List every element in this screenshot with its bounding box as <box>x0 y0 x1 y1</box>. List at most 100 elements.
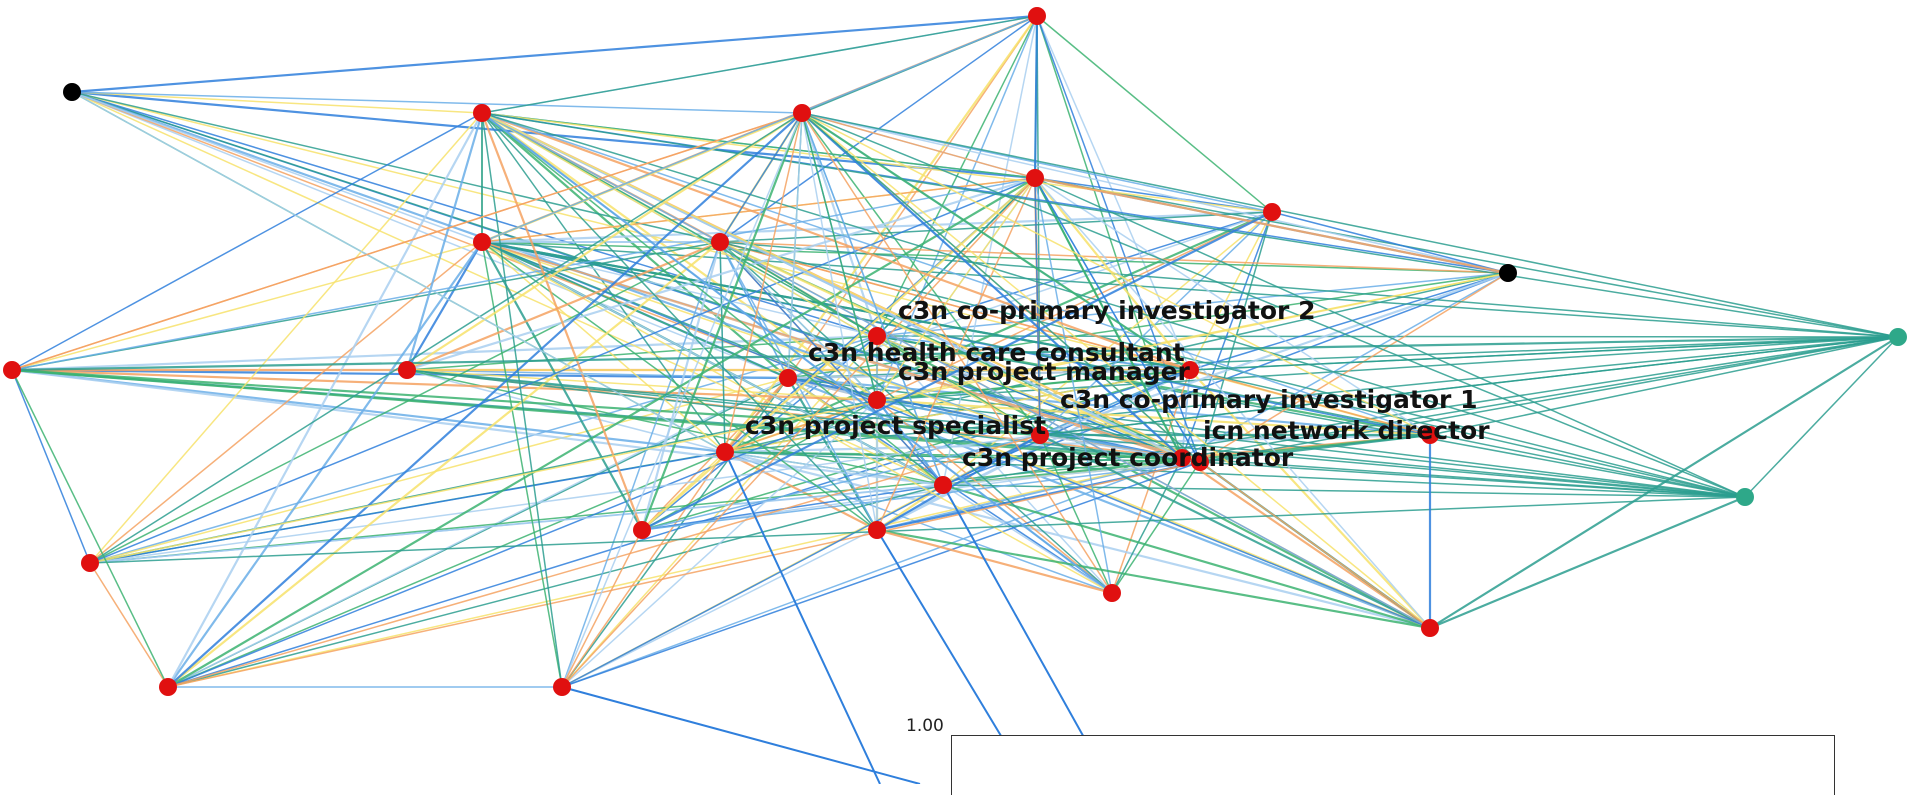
edge <box>719 241 944 486</box>
edge <box>167 457 1183 688</box>
edge <box>719 241 1746 498</box>
node-n29[interactable] <box>868 391 886 409</box>
edge <box>1034 176 1509 275</box>
edge <box>719 241 726 453</box>
edge <box>801 112 1191 371</box>
edge <box>876 528 1431 630</box>
edge <box>876 399 1113 594</box>
edge <box>1181 457 1431 629</box>
edge <box>1034 177 1113 594</box>
node-n30[interactable] <box>1191 453 1209 471</box>
edge <box>942 483 1431 630</box>
edge <box>876 211 1273 337</box>
edge <box>724 112 803 453</box>
edge <box>1429 336 1899 436</box>
edge <box>1039 434 1113 594</box>
node-n16[interactable] <box>1031 426 1049 444</box>
node-n24[interactable] <box>1103 584 1121 602</box>
edge <box>481 112 1113 594</box>
legend-tick-label: 1.00 <box>906 716 944 736</box>
node-n27[interactable] <box>1736 488 1754 506</box>
edge <box>167 241 483 688</box>
edge <box>801 112 1431 436</box>
node-n20[interactable] <box>934 476 952 494</box>
edge <box>89 241 483 564</box>
edge <box>641 177 1036 531</box>
node-n21[interactable] <box>868 521 886 539</box>
legend-box <box>951 735 1835 795</box>
node-n10[interactable] <box>3 361 21 379</box>
edge <box>1199 336 1899 463</box>
node-n15[interactable] <box>1181 361 1199 379</box>
edges-layer <box>11 14 1899 784</box>
node-n22[interactable] <box>633 521 651 539</box>
node-n12[interactable] <box>1889 328 1907 346</box>
edge <box>876 434 1041 531</box>
edge <box>942 484 1111 784</box>
node-n7[interactable] <box>711 233 729 251</box>
edge <box>71 91 483 243</box>
edge <box>167 112 803 688</box>
node-n5[interactable] <box>1026 169 1044 187</box>
edge <box>11 335 1899 372</box>
edge <box>71 91 1191 371</box>
edge <box>787 15 1038 379</box>
edge <box>724 399 878 453</box>
edge <box>561 457 1183 688</box>
node-n4[interactable] <box>1028 7 1046 25</box>
node-n1[interactable] <box>63 83 81 101</box>
nodes-layer <box>3 7 1907 696</box>
edge <box>11 241 721 371</box>
node-n26[interactable] <box>159 678 177 696</box>
edge <box>1271 211 1509 274</box>
node-n8[interactable] <box>1263 203 1281 221</box>
edge <box>167 241 721 688</box>
node-n14[interactable] <box>779 369 797 387</box>
node-n28[interactable] <box>553 678 571 696</box>
node-n18[interactable] <box>1421 426 1439 444</box>
edge <box>481 112 944 486</box>
edge <box>89 241 721 564</box>
edge <box>641 484 944 531</box>
node-n9[interactable] <box>1499 264 1517 282</box>
node-n6[interactable] <box>473 233 491 251</box>
node-n3[interactable] <box>793 104 811 122</box>
edge <box>481 241 643 531</box>
edge <box>641 211 1273 531</box>
edge <box>481 112 1899 338</box>
node-n25[interactable] <box>1421 619 1439 637</box>
node-n23[interactable] <box>81 554 99 572</box>
node-n17[interactable] <box>716 443 734 461</box>
edge <box>481 15 1038 243</box>
edge <box>801 112 1746 498</box>
edge <box>561 461 1201 688</box>
edge <box>1199 211 1273 463</box>
edge <box>1199 461 1431 629</box>
edge <box>724 451 944 486</box>
node-n19[interactable] <box>1173 449 1191 467</box>
edge <box>719 112 803 243</box>
edge <box>876 272 1509 337</box>
edge <box>801 112 878 401</box>
node-n11[interactable] <box>398 361 416 379</box>
edge <box>801 112 1036 179</box>
edge <box>942 211 1273 486</box>
edge <box>719 211 1273 243</box>
edge <box>89 496 1746 564</box>
edge <box>719 241 878 531</box>
edge <box>876 335 1746 498</box>
edge <box>481 112 878 401</box>
edge <box>1036 15 1201 463</box>
edge <box>801 112 1183 459</box>
edge <box>876 399 944 486</box>
edge <box>1034 177 1183 459</box>
edge <box>89 377 789 564</box>
edge <box>406 369 1746 498</box>
edge <box>876 335 1431 629</box>
node-n2[interactable] <box>473 104 491 122</box>
node-n13[interactable] <box>868 327 886 345</box>
edge <box>801 112 878 531</box>
edge <box>11 368 878 402</box>
edge <box>406 176 1036 372</box>
